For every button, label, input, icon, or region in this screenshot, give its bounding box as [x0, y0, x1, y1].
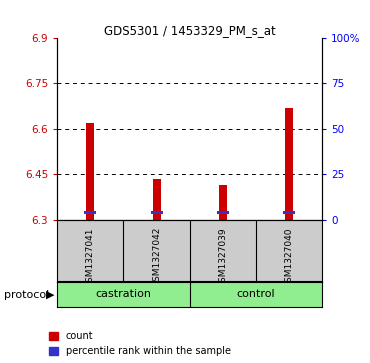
Text: GSM1327040: GSM1327040 [284, 227, 293, 287]
Text: control: control [236, 289, 275, 299]
Bar [219, 185, 227, 220]
Text: protocol: protocol [4, 290, 49, 300]
Text: castration: castration [95, 289, 151, 299]
Text: GSM1327041: GSM1327041 [86, 227, 95, 287]
Bar [283, 211, 295, 214]
Bar [152, 179, 161, 220]
Bar [84, 211, 96, 214]
Bar [87, 123, 94, 220]
Text: ▶: ▶ [46, 290, 54, 300]
Title: GDS5301 / 1453329_PM_s_at: GDS5301 / 1453329_PM_s_at [104, 24, 276, 37]
Text: GSM1327039: GSM1327039 [218, 227, 227, 287]
Bar [285, 108, 293, 220]
Legend: count, percentile rank within the sample: count, percentile rank within the sample [49, 331, 231, 356]
Bar [151, 211, 162, 214]
Bar [217, 211, 229, 214]
Text: GSM1327042: GSM1327042 [152, 227, 161, 287]
